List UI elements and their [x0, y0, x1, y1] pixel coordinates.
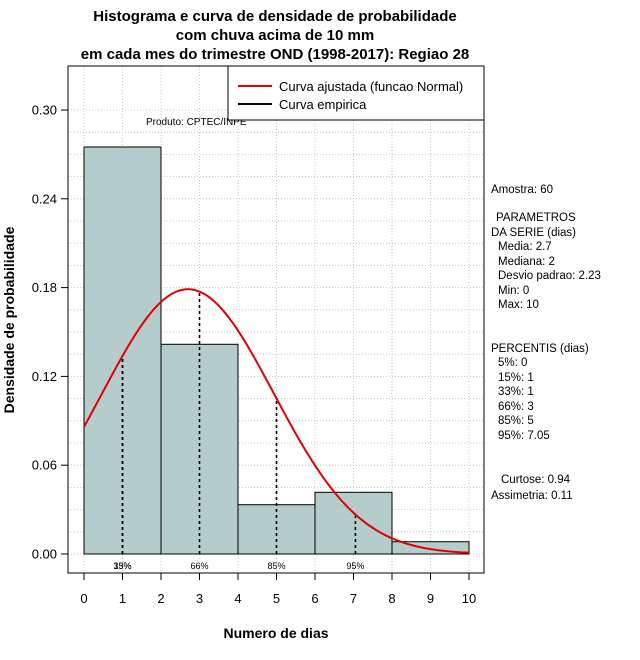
percentile-label-2: 66%	[190, 561, 208, 571]
x-axis-label: Numero de dias	[223, 625, 328, 641]
stat-param-title-2: DA SERIE (dias)	[491, 227, 576, 239]
percentile-lines-layer	[121, 291, 357, 554]
stat-param-3: Min: 0	[498, 285, 529, 297]
y-axis: 0.00 0.06 0.12 0.18 0.24 0.30	[32, 103, 69, 562]
x-tick-label-9: 9	[427, 591, 434, 606]
y-tick-label-3: 0.18	[32, 280, 57, 295]
x-tick-label-2: 2	[157, 591, 164, 606]
legend: Curva ajustada (funcao Normal) Curva emp…	[227, 65, 485, 121]
stat-percentil-5: 95%: 7.05	[498, 430, 550, 442]
x-tick-label-1: 1	[119, 591, 126, 606]
x-tick-label-3: 3	[196, 591, 203, 606]
legend-label-fit: Curva ajustada (funcao Normal)	[279, 79, 463, 94]
stats-panel: Amostra: 60 PARAMETROS DA SERIE (dias) M…	[491, 184, 601, 502]
percentile-label-1: 33%	[113, 561, 131, 571]
chart-title-line-2: com chuva acima de 10 mm	[176, 27, 374, 44]
stat-percentil-0: 5%: 0	[498, 357, 527, 369]
x-tick-label-7: 7	[350, 591, 357, 606]
x-tick-label-8: 8	[388, 591, 395, 606]
y-tick-label-5: 0.30	[32, 103, 57, 118]
stat-curtose: Curtose: 0.94	[501, 474, 571, 486]
stat-percentil-4: 85%: 5	[498, 415, 534, 427]
stat-param-4: Max: 10	[498, 299, 539, 311]
x-tick-label-10: 10	[462, 591, 476, 606]
histogram-bar-3	[314, 491, 393, 555]
y-tick-label-4: 0.24	[32, 191, 57, 206]
stat-percentil-1: 15%: 1	[498, 372, 534, 384]
x-tick-label-5: 5	[273, 591, 280, 606]
product-label: Produto: CPTEC/INPE	[146, 117, 247, 128]
stat-amostra: Amostra: 60	[491, 184, 553, 196]
stat-assimetria: Assimetria: 0.11	[491, 490, 573, 502]
stat-percentil-2: 33%: 1	[498, 386, 534, 398]
legend-label-empirical: Curva empirica	[279, 97, 367, 112]
stat-percentis-title: PERCENTIS (dias)	[491, 343, 589, 355]
stat-percentil-3: 66%: 3	[498, 401, 534, 413]
x-tick-label-0: 0	[80, 591, 87, 606]
y-tick-label-0: 0.00	[32, 547, 57, 562]
chart-title-line-1: Histograma e curva de densidade de proba…	[93, 8, 456, 25]
stat-param-0: Media: 2.7	[498, 241, 552, 253]
x-tick-label-4: 4	[234, 591, 241, 606]
normal-fit-curve	[83, 288, 470, 554]
percentile-label-4: 95%	[346, 561, 364, 571]
stat-param-2: Desvio padrao: 2.23	[498, 270, 601, 282]
chart-title-line-3: em cada mes do trimestre OND (1998-2017)…	[81, 46, 470, 63]
y-tick-label-2: 0.12	[32, 369, 57, 384]
x-axis: 0 1 2 3 4 5 6 7 8 9 10	[80, 572, 476, 606]
legend-box	[227, 65, 485, 121]
percentile-label-3: 85%	[267, 561, 285, 571]
x-tick-label-6: 6	[311, 591, 318, 606]
y-tick-label-1: 0.06	[32, 458, 57, 473]
percentile-labels-layer: 15%33% 66% 85% 95%	[113, 561, 364, 571]
y-axis-label: Densidade de probabilidade	[1, 226, 17, 413]
stat-param-title-1: PARAMETROS	[496, 212, 576, 224]
stat-param-1: Mediana: 2	[498, 256, 555, 268]
percentile-label-0: 15%	[113, 561, 131, 571]
